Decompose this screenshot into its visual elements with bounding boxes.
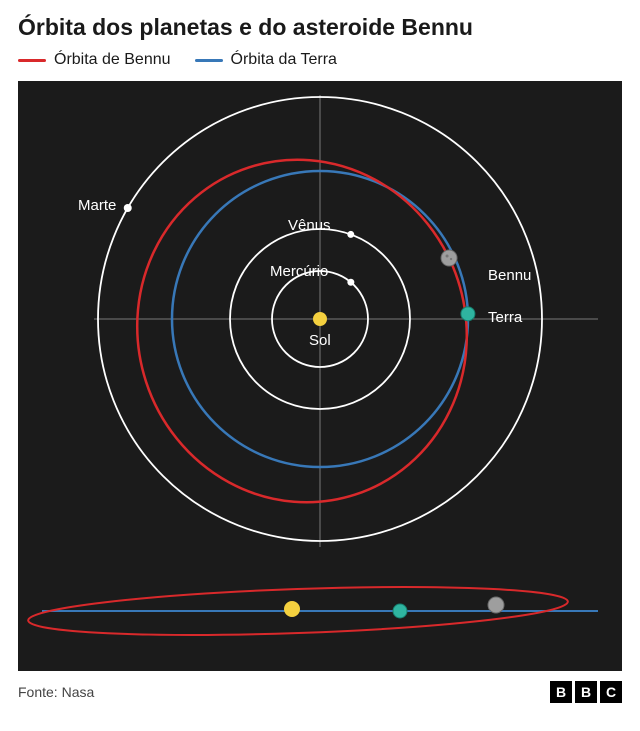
side-body-sun	[284, 601, 300, 617]
legend-label-bennu: Órbita de Bennu	[54, 51, 171, 69]
body-venus	[347, 231, 354, 238]
bbc-logo: B B C	[550, 681, 622, 703]
chart-area: Sol Mercúrio Vênus Marte Terra Bennu	[18, 81, 622, 671]
label-terra: Terra	[488, 309, 522, 326]
body-bennu	[441, 250, 457, 266]
bbc-logo-box-1: B	[550, 681, 572, 703]
side-body-bennu	[488, 597, 504, 613]
body-mercury	[347, 279, 354, 286]
body-mars	[124, 204, 132, 212]
label-venus: Vênus	[288, 217, 331, 234]
legend-item-earth: Órbita da Terra	[195, 51, 337, 69]
side-body-earth	[393, 604, 407, 618]
page-container: Órbita dos planetas e do asteroide Bennu…	[0, 0, 640, 731]
label-marte: Marte	[78, 197, 116, 214]
body-sun	[313, 312, 327, 326]
chart-title: Órbita dos planetas e do asteroide Bennu	[0, 0, 640, 51]
bbc-logo-box-3: C	[600, 681, 622, 703]
chart-legend: Órbita de Bennu Órbita da Terra	[0, 51, 640, 81]
source-text: Fonte: Nasa	[18, 684, 94, 700]
legend-swatch-bennu	[18, 59, 46, 62]
label-bennu: Bennu	[488, 267, 531, 284]
chart-footer: Fonte: Nasa B B C	[0, 671, 640, 703]
orbit-bennu	[93, 117, 511, 546]
legend-swatch-earth	[195, 59, 223, 62]
legend-item-bennu: Órbita de Bennu	[18, 51, 171, 69]
bbc-logo-box-2: B	[575, 681, 597, 703]
body-earth	[461, 307, 475, 321]
label-sun: Sol	[309, 332, 331, 349]
label-mercury: Mercúrio	[270, 263, 328, 280]
bennu-crater-1	[446, 255, 449, 258]
orbit-diagram-svg	[18, 81, 622, 671]
bennu-crater-2	[450, 258, 452, 260]
legend-label-earth: Órbita da Terra	[231, 51, 337, 69]
body-bennu-group	[441, 250, 457, 266]
